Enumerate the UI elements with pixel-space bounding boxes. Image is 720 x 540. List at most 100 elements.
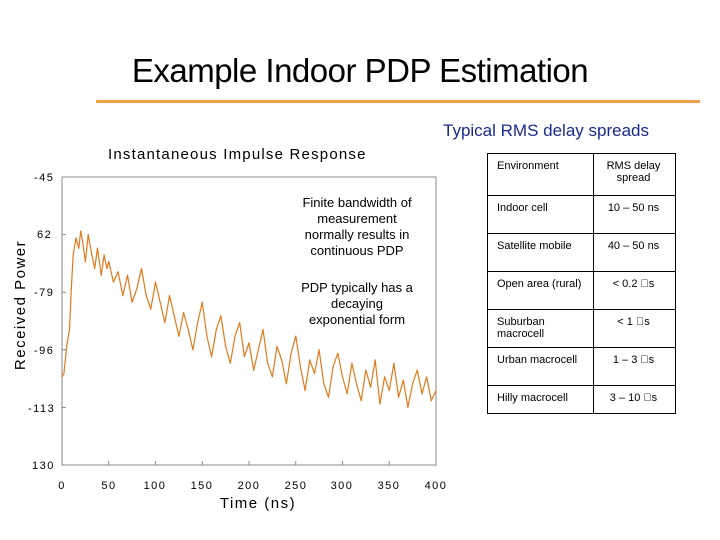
- data-point: [154, 281, 157, 283]
- x-tick-label: 0: [58, 480, 66, 492]
- table-row: Urban macrocell 1 – 3 s: [487, 347, 676, 386]
- data-point: [309, 359, 311, 361]
- x-tick-marks: [61, 461, 437, 465]
- x-axis-title: Time (ns): [220, 495, 296, 512]
- data-point: [267, 362, 269, 364]
- y-tick-label: 62: [37, 229, 52, 241]
- y-tick-label: -113: [28, 403, 55, 415]
- data-point: [126, 274, 129, 276]
- y-tick-label: 130: [32, 460, 55, 472]
- chart-title: Instantaneous Impulse Response: [108, 146, 367, 163]
- data-point: [351, 362, 353, 364]
- data-point: [206, 335, 208, 337]
- data-point: [178, 335, 180, 337]
- cell-environment: Open area (rural): [487, 271, 594, 310]
- table-row: Suburban macrocell < 1 s: [487, 309, 676, 348]
- data-point: [435, 389, 437, 392]
- data-point: [384, 376, 386, 378]
- y-tick-label: -79: [34, 287, 54, 299]
- rms-delay-table: Environment RMS delay spread Indoor cell…: [487, 153, 676, 414]
- rms-heading: Typical RMS delay spreads: [443, 121, 649, 140]
- cell-spread: 40 – 50 ns: [593, 233, 676, 272]
- title-underline: [96, 100, 700, 103]
- y-tick-labels: -45 62 -79 -96 -113 130: [28, 172, 55, 472]
- data-point: [192, 349, 194, 351]
- data-point: [140, 267, 143, 270]
- data-point: [285, 383, 287, 385]
- data-point: [323, 383, 325, 385]
- data-point: [87, 234, 89, 236]
- y-tick-label: -45: [34, 172, 54, 184]
- x-tick-labels: 0 50 100 150 200 250 300 350 400: [58, 480, 446, 492]
- data-point: [262, 328, 264, 331]
- data-point: [337, 352, 339, 354]
- data-point: [197, 322, 199, 324]
- data-point: [168, 295, 171, 297]
- data-point: [201, 301, 203, 303]
- data-point: [61, 376, 63, 378]
- header-rms-spread: RMS delay spread: [593, 153, 676, 196]
- data-point: [412, 383, 414, 385]
- x-tick-label: 300: [331, 480, 354, 492]
- data-point: [173, 315, 175, 317]
- annotation-exponential-decay: PDP typically has a decaying exponential…: [301, 280, 413, 327]
- cell-environment: Suburban macrocell: [487, 309, 594, 348]
- header-environment: Environment: [487, 153, 594, 196]
- data-point: [211, 356, 213, 358]
- cell-spread: < 0.2 s: [593, 271, 676, 310]
- data-point: [304, 389, 306, 392]
- data-point: [122, 295, 124, 297]
- y-axis-title: Received Power: [12, 240, 29, 370]
- data-point: [96, 247, 99, 249]
- table-row: Open area (rural) < 0.2 s: [487, 271, 676, 310]
- data-point: [89, 244, 91, 246]
- data-point: [136, 288, 138, 290]
- data-point: [239, 322, 241, 324]
- table-row: Hilly macrocell 3 – 10 s: [487, 385, 676, 414]
- data-point: [346, 393, 348, 395]
- data-point: [82, 240, 84, 242]
- data-point: [341, 376, 344, 378]
- data-point: [66, 345, 68, 347]
- data-point: [68, 328, 71, 331]
- data-point: [80, 230, 82, 232]
- table-header-row: Environment RMS delay spread: [487, 153, 676, 196]
- data-point: [407, 406, 409, 408]
- cell-spread: 1 – 3 s: [593, 347, 676, 386]
- data-point: [112, 281, 114, 283]
- data-point: [402, 379, 404, 381]
- data-point: [318, 349, 320, 351]
- data-point: [98, 261, 100, 263]
- data-point: [360, 400, 362, 402]
- x-tick-label: 50: [101, 480, 116, 492]
- data-point: [430, 400, 432, 402]
- data-point: [421, 393, 423, 395]
- cell-environment: Satellite mobile: [487, 233, 594, 272]
- data-point: [370, 386, 372, 388]
- data-point: [72, 254, 74, 256]
- data-point: [243, 356, 245, 358]
- data-point: [70, 288, 72, 290]
- cell-environment: Indoor cell: [487, 195, 594, 234]
- data-point: [253, 369, 255, 371]
- data-point: [150, 308, 152, 310]
- x-tick-label: 100: [144, 480, 167, 492]
- data-point: [91, 254, 93, 256]
- data-point: [327, 396, 330, 398]
- table-row: Satellite mobile 40 – 50 ns: [487, 233, 676, 272]
- data-point: [94, 267, 96, 270]
- data-point: [145, 295, 147, 297]
- data-point: [257, 349, 259, 351]
- data-point: [106, 267, 108, 270]
- data-point: [248, 342, 250, 344]
- cell-environment: Hilly macrocell: [487, 385, 594, 414]
- data-point: [313, 372, 316, 375]
- data-point: [183, 311, 185, 314]
- data-point: [131, 301, 133, 303]
- data-point: [416, 369, 418, 371]
- data-point: [398, 396, 400, 398]
- data-point: [290, 352, 292, 354]
- data-point: [159, 301, 161, 303]
- data-point: [271, 376, 273, 378]
